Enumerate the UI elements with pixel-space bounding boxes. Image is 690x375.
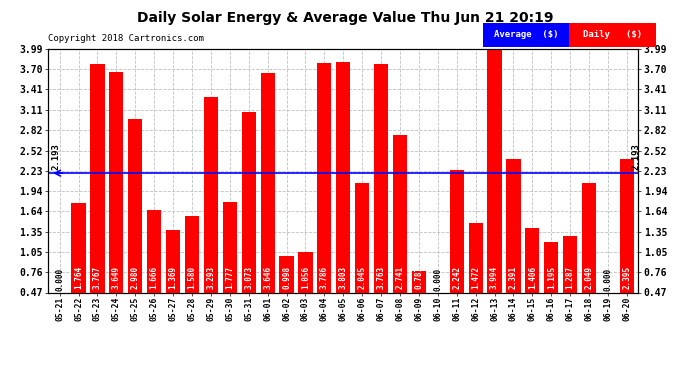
Bar: [563, 236, 578, 325]
Text: 3.646: 3.646: [263, 266, 272, 289]
Bar: [506, 159, 520, 325]
Bar: [487, 48, 502, 325]
Bar: [204, 97, 218, 325]
Text: 2.049: 2.049: [584, 266, 593, 289]
Text: 3.994: 3.994: [490, 266, 499, 289]
Text: 0.000: 0.000: [433, 268, 442, 291]
Text: 1.764: 1.764: [74, 266, 83, 289]
Bar: [147, 210, 161, 325]
Text: 0.998: 0.998: [282, 266, 291, 289]
Bar: [317, 63, 331, 325]
Bar: [109, 72, 124, 325]
Text: 3.786: 3.786: [320, 266, 329, 289]
Bar: [412, 270, 426, 325]
Text: 1.287: 1.287: [566, 266, 575, 289]
Bar: [241, 112, 256, 325]
Text: 3.763: 3.763: [377, 266, 386, 289]
Bar: [374, 64, 388, 325]
Bar: [582, 183, 596, 325]
Bar: [469, 223, 483, 325]
Text: 3.767: 3.767: [93, 266, 102, 289]
Text: 2.980: 2.980: [131, 266, 140, 289]
Text: 1.580: 1.580: [188, 266, 197, 289]
Bar: [355, 183, 369, 325]
Text: 1.056: 1.056: [301, 266, 310, 289]
Bar: [279, 256, 294, 325]
Bar: [483, 22, 569, 47]
Bar: [569, 22, 656, 47]
Text: 0.000: 0.000: [604, 268, 613, 291]
Text: 2.242: 2.242: [452, 266, 461, 289]
Bar: [128, 119, 142, 325]
Bar: [525, 228, 540, 325]
Bar: [261, 73, 275, 325]
Text: Average  ($): Average ($): [494, 30, 558, 39]
Text: 2.395: 2.395: [622, 266, 631, 289]
Bar: [620, 159, 634, 325]
Text: 1.472: 1.472: [471, 266, 480, 289]
Text: 2.045: 2.045: [357, 266, 366, 289]
Text: 3.649: 3.649: [112, 266, 121, 289]
Text: 1.195: 1.195: [546, 266, 555, 289]
Text: 2.193: 2.193: [51, 144, 60, 170]
Bar: [393, 135, 407, 325]
Text: 0.787: 0.787: [415, 266, 424, 289]
Bar: [166, 230, 180, 325]
Bar: [544, 242, 558, 325]
Bar: [298, 252, 313, 325]
Text: 0.000: 0.000: [55, 268, 64, 291]
Bar: [223, 202, 237, 325]
Text: 3.803: 3.803: [339, 266, 348, 289]
Text: 2.741: 2.741: [395, 266, 404, 289]
Bar: [90, 64, 105, 325]
Text: 1.666: 1.666: [150, 266, 159, 289]
Text: 1.777: 1.777: [226, 266, 235, 289]
Text: 1.406: 1.406: [528, 266, 537, 289]
Bar: [336, 62, 351, 325]
Text: Copyright 2018 Cartronics.com: Copyright 2018 Cartronics.com: [48, 34, 204, 43]
Text: 3.293: 3.293: [206, 266, 215, 289]
Bar: [185, 216, 199, 325]
Text: 2.391: 2.391: [509, 266, 518, 289]
Bar: [450, 170, 464, 325]
Text: Daily Solar Energy & Average Value Thu Jun 21 20:19: Daily Solar Energy & Average Value Thu J…: [137, 11, 553, 25]
Text: 1.369: 1.369: [168, 266, 177, 289]
Text: Daily   ($): Daily ($): [583, 30, 642, 39]
Bar: [72, 203, 86, 325]
Text: 3.073: 3.073: [244, 266, 253, 289]
Text: 2.193: 2.193: [632, 144, 641, 170]
